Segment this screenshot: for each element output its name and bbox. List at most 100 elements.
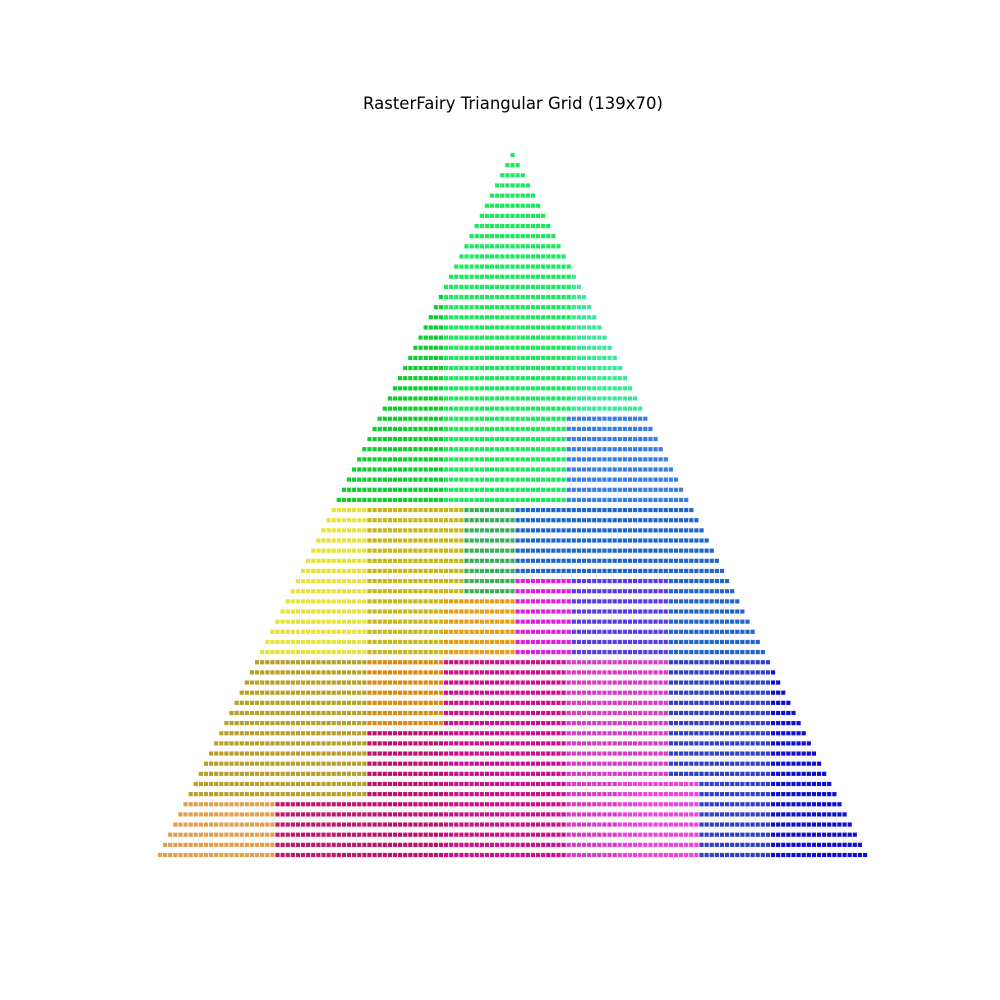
- grid-point: [689, 710, 694, 716]
- grid-point: [474, 376, 479, 381]
- grid-point: [678, 650, 684, 655]
- grid-point: [556, 477, 561, 482]
- grid-point: [755, 832, 760, 837]
- grid-point: [500, 315, 505, 320]
- grid-point: [653, 568, 658, 574]
- grid-point: [535, 842, 541, 847]
- grid-point: [275, 731, 280, 736]
- grid-point: [443, 325, 449, 330]
- grid-point: [372, 822, 377, 827]
- grid-point: [454, 781, 459, 787]
- grid-point: [423, 792, 428, 797]
- grid-point: [484, 294, 490, 300]
- grid-point: [556, 802, 561, 807]
- grid-point: [454, 487, 459, 492]
- grid-point: [398, 548, 403, 553]
- grid-point: [403, 619, 408, 624]
- grid-point: [612, 396, 617, 401]
- grid-point: [479, 376, 484, 381]
- grid-point: [627, 710, 633, 716]
- grid-point: [474, 467, 479, 472]
- grid-point: [203, 761, 209, 766]
- grid-point: [484, 254, 490, 259]
- grid-point: [387, 477, 392, 482]
- grid-point: [464, 376, 469, 381]
- grid-point: [377, 589, 382, 594]
- grid-point: [331, 507, 336, 513]
- grid-point: [694, 771, 699, 776]
- grid-point: [398, 589, 403, 594]
- grid-point: [546, 284, 551, 289]
- grid-point: [443, 792, 449, 797]
- grid-point: [617, 842, 622, 847]
- grid-point: [367, 518, 372, 523]
- grid-point: [694, 629, 699, 634]
- grid-point: [346, 629, 352, 634]
- grid-point: [571, 477, 576, 482]
- grid-point: [403, 710, 408, 716]
- grid-point: [474, 528, 479, 533]
- grid-point: [658, 842, 663, 847]
- grid-point: [464, 457, 469, 462]
- grid-point: [413, 802, 418, 807]
- grid-point: [459, 680, 464, 685]
- grid-point: [495, 406, 500, 411]
- grid-point: [367, 761, 372, 766]
- grid-point: [719, 629, 725, 634]
- grid-point: [740, 761, 745, 766]
- grid-point: [648, 538, 653, 543]
- grid-point: [770, 731, 776, 736]
- grid-point: [505, 650, 510, 655]
- grid-point: [566, 305, 571, 310]
- grid-point: [239, 700, 244, 705]
- grid-point: [474, 548, 479, 553]
- grid-point: [479, 457, 484, 462]
- grid-point: [612, 548, 617, 553]
- grid-point: [755, 690, 760, 695]
- grid-point: [592, 497, 597, 503]
- grid-point: [443, 670, 449, 675]
- grid-point: [566, 538, 571, 543]
- grid-point: [454, 355, 459, 360]
- grid-point: [367, 538, 372, 543]
- grid-point: [428, 680, 433, 685]
- grid-point: [765, 781, 771, 787]
- grid-point: [234, 751, 239, 756]
- grid-point: [510, 558, 515, 563]
- grid-point: [678, 538, 684, 543]
- grid-point: [372, 548, 377, 553]
- grid-point: [229, 771, 234, 776]
- grid-point: [515, 396, 520, 401]
- grid-point: [581, 629, 587, 634]
- grid-point: [331, 609, 336, 614]
- grid-point: [571, 447, 576, 452]
- grid-point: [280, 761, 285, 766]
- grid-point: [306, 741, 311, 746]
- grid-point: [489, 761, 495, 766]
- grid-point: [648, 639, 653, 645]
- grid-point: [566, 487, 571, 492]
- grid-point: [801, 852, 806, 858]
- grid-point: [602, 376, 607, 381]
- grid-point: [265, 822, 270, 827]
- grid-point: [474, 335, 479, 340]
- grid-point: [464, 680, 469, 685]
- grid-point: [418, 426, 423, 432]
- grid-point: [387, 416, 392, 421]
- grid-point: [459, 690, 464, 695]
- grid-point: [362, 578, 367, 584]
- grid-point: [776, 822, 781, 827]
- grid-point: [489, 234, 495, 239]
- grid-point: [811, 761, 817, 766]
- grid-point: [362, 639, 367, 645]
- grid-point: [587, 396, 592, 401]
- grid-point: [403, 761, 408, 766]
- grid-point: [847, 832, 852, 837]
- grid-point: [474, 700, 479, 705]
- grid-point: [515, 183, 520, 188]
- grid-point: [520, 183, 525, 188]
- grid-point: [479, 436, 484, 442]
- grid-point: [249, 731, 255, 736]
- grid-point: [449, 447, 454, 452]
- grid-point: [520, 650, 525, 655]
